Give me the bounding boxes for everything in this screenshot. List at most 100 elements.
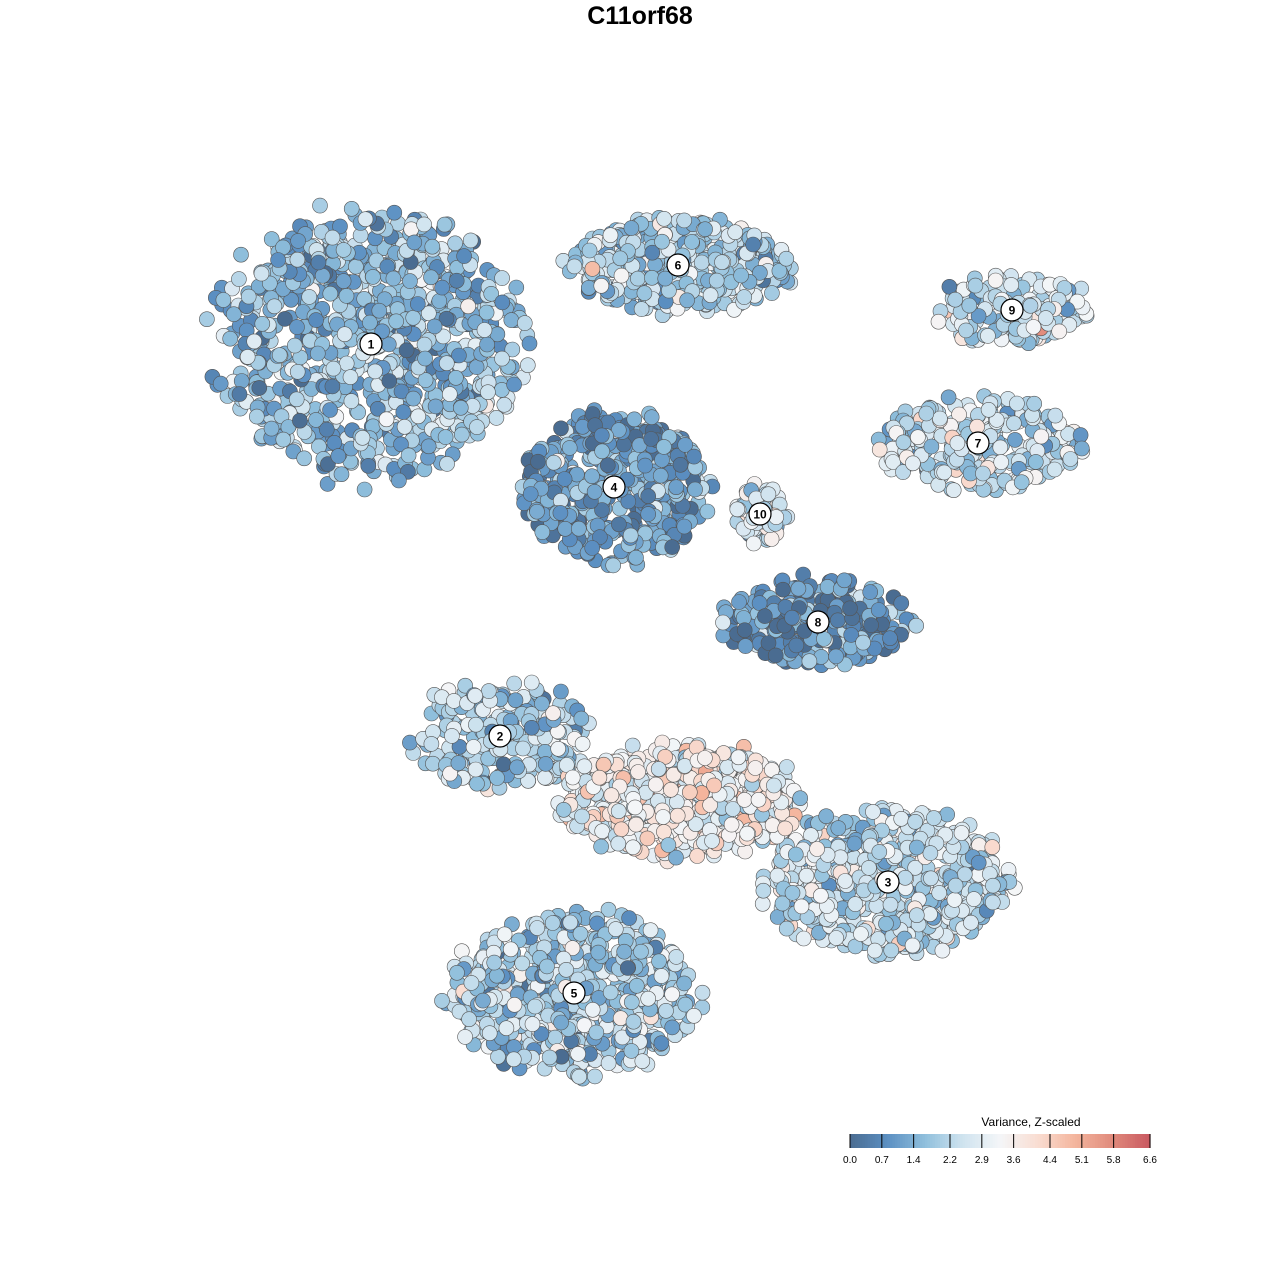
- cell-point: [593, 277, 610, 294]
- cell-point: [893, 810, 910, 827]
- cell-point: [519, 357, 536, 374]
- cell-point: [476, 322, 493, 338]
- cell-point: [694, 984, 711, 1001]
- cell-point: [450, 755, 467, 771]
- cluster-label-text: 9: [1009, 304, 1016, 318]
- cell-point: [369, 400, 386, 417]
- cell-point: [270, 252, 286, 268]
- cell-point: [275, 431, 292, 448]
- cell-point: [301, 289, 318, 305]
- cell-point: [396, 418, 413, 435]
- cell-point: [480, 683, 497, 699]
- cell-point: [842, 600, 858, 617]
- cluster-label-4: 4: [602, 475, 626, 499]
- cell-point: [689, 848, 706, 864]
- cell-point: [640, 506, 657, 522]
- cell-point: [897, 869, 914, 886]
- cell-point: [788, 637, 805, 654]
- cell-point: [395, 404, 412, 420]
- cell-point: [425, 755, 441, 772]
- cell-point: [1051, 323, 1067, 340]
- cell-point: [809, 841, 825, 857]
- cell-point: [253, 265, 270, 282]
- cell-point: [371, 302, 388, 319]
- legend-tick-label: 0.0: [843, 1155, 857, 1166]
- cell-point: [290, 233, 306, 249]
- cell-point: [865, 804, 881, 820]
- cell-point: [946, 892, 963, 908]
- cell-point: [727, 224, 744, 240]
- cell-point: [1026, 395, 1042, 412]
- legend-tick-label: 1.4: [907, 1155, 921, 1166]
- cell-point: [715, 614, 731, 631]
- cell-point: [566, 258, 583, 275]
- cell-point: [1033, 428, 1049, 445]
- cell-point: [651, 953, 667, 970]
- cell-point: [556, 471, 573, 487]
- cell-point: [980, 401, 997, 418]
- cell-point: [908, 617, 925, 634]
- cell-point: [945, 482, 962, 499]
- legend-tick-label: 2.2: [943, 1155, 957, 1166]
- cell-point: [616, 943, 633, 960]
- cell-point: [448, 369, 464, 386]
- cell-point: [571, 1068, 588, 1085]
- cell-point: [870, 602, 887, 618]
- cell-point: [561, 440, 578, 456]
- cell-point: [335, 273, 352, 289]
- cell-point: [448, 272, 465, 289]
- cell-point: [336, 326, 353, 343]
- cell-point: [457, 1029, 473, 1045]
- cell-point: [479, 336, 495, 353]
- cell-point: [199, 311, 215, 328]
- cell-point: [231, 271, 247, 287]
- cell-point: [332, 218, 348, 235]
- cell-point: [621, 910, 637, 926]
- cell-point: [338, 355, 355, 372]
- cell-point: [405, 309, 422, 326]
- cell-point: [534, 524, 551, 540]
- legend-tick-label: 3.6: [1007, 1155, 1021, 1166]
- cell-point: [936, 464, 953, 481]
- cluster-label-9: 9: [1000, 298, 1024, 322]
- cell-point: [435, 328, 452, 345]
- cell-point: [656, 211, 672, 227]
- cell-point: [855, 634, 871, 651]
- cell-point: [882, 896, 899, 913]
- cell-point: [572, 925, 589, 942]
- cell-point: [658, 1002, 674, 1019]
- cell-point: [417, 350, 433, 367]
- legend-tick-label: 5.8: [1107, 1155, 1121, 1166]
- cluster-label-text: 1: [368, 338, 375, 352]
- cell-point: [416, 336, 433, 353]
- cell-point: [587, 1068, 603, 1085]
- cell-point: [895, 464, 911, 480]
- cell-point: [318, 421, 335, 438]
- cell-point: [939, 806, 956, 823]
- cell-point: [508, 279, 525, 296]
- cell-point: [602, 227, 619, 243]
- cell-point: [980, 328, 996, 344]
- cell-point: [702, 287, 719, 304]
- cell-point: [637, 457, 653, 474]
- cell-point: [541, 1049, 558, 1066]
- cell-point: [343, 201, 360, 217]
- cell-point: [574, 808, 590, 825]
- cell-point: [795, 566, 812, 583]
- cell-point: [310, 254, 327, 271]
- cell-point: [530, 453, 546, 470]
- cell-point: [1003, 277, 1020, 293]
- cell-point: [602, 984, 619, 1001]
- cell-point: [481, 1025, 498, 1041]
- cell-point: [576, 758, 593, 775]
- cell-point: [630, 764, 646, 780]
- cell-point: [603, 787, 620, 804]
- cell-point: [846, 835, 863, 852]
- cell-point: [736, 792, 753, 808]
- cell-point: [736, 289, 753, 305]
- cell-point: [863, 617, 879, 633]
- cell-point: [654, 452, 670, 468]
- cell-point: [584, 1001, 601, 1018]
- cell-point: [940, 389, 957, 406]
- cell-point: [456, 248, 472, 264]
